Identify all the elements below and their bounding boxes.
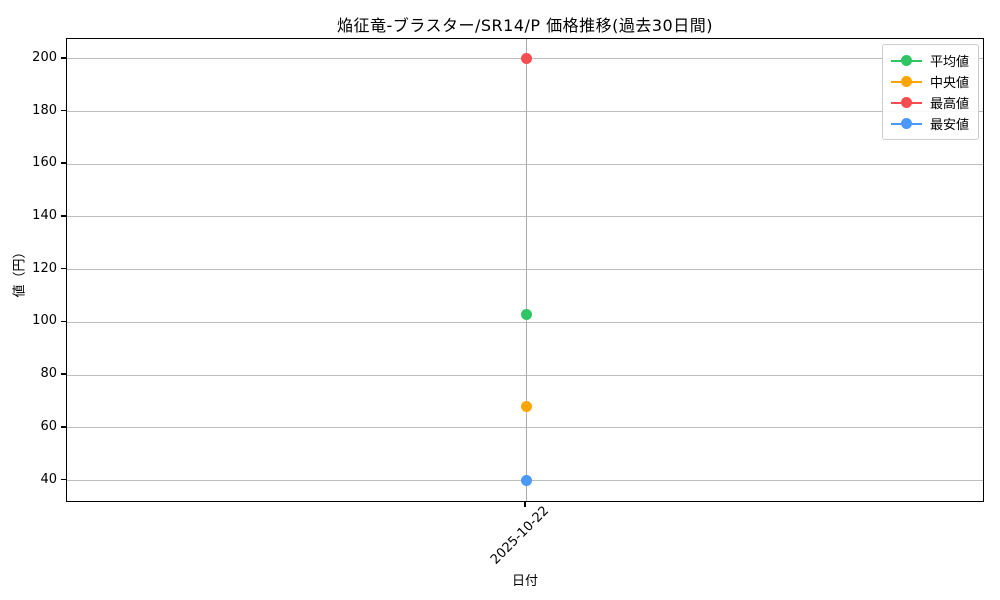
legend-label: 中央値 bbox=[929, 76, 969, 91]
v-gridline bbox=[525, 39, 527, 501]
y-tick-label: 160 bbox=[32, 155, 57, 171]
legend-marker-icon bbox=[890, 76, 922, 87]
legend-item: 中央値 bbox=[890, 71, 969, 92]
legend-item: 最高値 bbox=[890, 92, 969, 113]
y-tick-mark bbox=[61, 267, 66, 270]
y-tick-mark bbox=[61, 373, 66, 375]
y-tick-label: 180 bbox=[32, 102, 57, 118]
data-point-最高値 bbox=[520, 53, 532, 65]
y-tick-mark bbox=[61, 320, 66, 323]
legend-marker-icon bbox=[890, 118, 922, 129]
y-tick-label: 140 bbox=[32, 207, 57, 223]
legend-marker-icon bbox=[890, 55, 922, 66]
y-tick-mark bbox=[61, 109, 66, 112]
y-tick-mark bbox=[61, 162, 66, 165]
y-tick-label: 200 bbox=[32, 49, 57, 65]
data-point-平均値 bbox=[520, 309, 532, 320]
y-tick-label: 40 bbox=[40, 471, 57, 487]
h-gridline bbox=[67, 269, 983, 271]
y-tick-label: 100 bbox=[32, 313, 57, 329]
chart-title: 焔征竜-ブラスター/SR14/P 価格推移(過去30日間) bbox=[337, 16, 713, 35]
x-axis-label: 日付 bbox=[511, 574, 538, 589]
y-tick-label: 120 bbox=[32, 260, 57, 276]
h-gridline bbox=[67, 374, 983, 376]
legend: 平均値中央値最高値最安値 bbox=[881, 44, 979, 140]
legend-label: 平均値 bbox=[929, 55, 969, 70]
y-tick-mark bbox=[61, 426, 66, 428]
y-tick-mark bbox=[61, 478, 66, 481]
legend-item: 平均値 bbox=[890, 50, 969, 71]
h-gridline bbox=[67, 111, 983, 112]
y-tick-mark bbox=[61, 215, 66, 217]
x-tick-mark bbox=[524, 502, 526, 507]
data-point-中央値 bbox=[520, 401, 532, 413]
h-gridline bbox=[67, 216, 983, 218]
h-gridline bbox=[67, 427, 983, 429]
legend-marker-icon bbox=[890, 97, 922, 108]
plot-area: 平均値中央値最高値最安値 bbox=[66, 38, 984, 502]
h-gridline bbox=[67, 321, 983, 323]
h-gridline bbox=[67, 163, 983, 165]
data-point-最安値 bbox=[520, 475, 532, 487]
legend-label: 最高値 bbox=[929, 97, 969, 112]
y-tick-mark bbox=[61, 56, 66, 59]
y-tick-label: 80 bbox=[40, 366, 57, 382]
legend-item: 最安値 bbox=[890, 113, 969, 134]
y-tick-label: 60 bbox=[40, 418, 57, 434]
legend-label: 最安値 bbox=[929, 118, 969, 133]
